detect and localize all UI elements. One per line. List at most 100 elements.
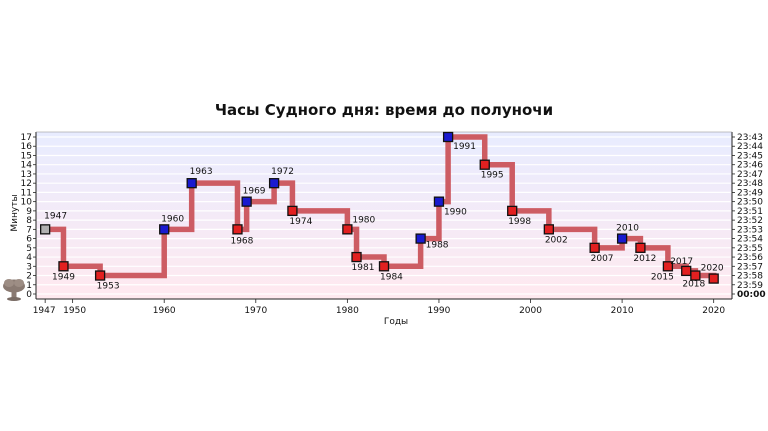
- y-axis-label: Минуты: [10, 194, 20, 231]
- marker-1960: [160, 225, 169, 234]
- right-tick-label: 23:53: [737, 225, 763, 235]
- marker-1968: [233, 225, 242, 234]
- data-label-2018: 2018: [682, 280, 705, 290]
- y-tick-label: 4: [26, 253, 32, 263]
- data-label-1981: 1981: [352, 263, 375, 273]
- x-tick-label: 2010: [611, 306, 634, 316]
- marker-1991: [444, 133, 453, 142]
- right-tick-label: 23:57: [737, 262, 763, 272]
- x-tick-label: 2000: [519, 306, 542, 316]
- data-label-1988: 1988: [426, 241, 449, 251]
- data-label-1968: 1968: [230, 236, 253, 246]
- y-tick-label: 3: [26, 262, 32, 272]
- data-label-1990: 1990: [444, 208, 467, 218]
- marker-1981: [352, 253, 361, 262]
- y-tick-label: 1: [26, 281, 32, 291]
- y-tick-label: 0: [26, 290, 32, 300]
- y-tick-label: 7: [26, 225, 32, 235]
- y-tick-label: 11: [21, 188, 32, 198]
- x-tick-label: 1947: [33, 306, 56, 316]
- y-tick-label: 17: [21, 133, 32, 143]
- y-tick-label: 9: [26, 207, 32, 217]
- marker-1998: [508, 206, 517, 215]
- marker-2020: [709, 274, 718, 283]
- data-label-1960: 1960: [161, 214, 184, 224]
- right-tick-label: 23:58: [737, 272, 763, 282]
- y-tick-label: 8: [26, 216, 32, 226]
- marker-1995: [480, 160, 489, 169]
- x-tick-label: 2020: [702, 306, 725, 316]
- right-tick-label: 23:45: [737, 151, 763, 161]
- data-label-1995: 1995: [481, 171, 504, 181]
- x-axis-ticks: 1947 1950 1960 1970 1980 1990 2000 2010 2020: [33, 299, 726, 316]
- y-tick-label: 13: [21, 170, 32, 180]
- marker-1969: [242, 197, 251, 206]
- right-tick-label: 23:49: [737, 188, 763, 198]
- x-tick-label: 1990: [427, 306, 450, 316]
- data-label-1998: 1998: [508, 217, 531, 227]
- x-tick-label: 1960: [153, 306, 176, 316]
- data-label-2017: 2017: [670, 257, 693, 267]
- y-tick-label: 10: [21, 198, 33, 208]
- data-label-1991: 1991: [453, 142, 476, 152]
- data-label-1969: 1969: [243, 187, 266, 197]
- data-label-2015: 2015: [651, 272, 674, 282]
- marker-2002: [544, 225, 553, 234]
- data-label-1972: 1972: [271, 167, 294, 177]
- y-tick-label: 15: [21, 151, 32, 161]
- right-tick-label: 23:48: [737, 179, 763, 189]
- right-tick-label: 23:59: [737, 281, 763, 291]
- data-label-1949: 1949: [52, 272, 75, 282]
- data-label-1947: 1947: [44, 211, 67, 221]
- data-label-2002: 2002: [545, 235, 568, 245]
- y-tick-label: 12: [21, 179, 32, 189]
- data-label-2007: 2007: [591, 254, 614, 264]
- marker-2012: [636, 243, 645, 252]
- chart-title: Часы Судного дня: время до полуночи: [215, 101, 553, 119]
- right-tick-label: 23:54: [737, 235, 763, 245]
- x-tick-label: 1950: [63, 306, 86, 316]
- marker-1990: [434, 197, 443, 206]
- y-tick-label: 16: [21, 142, 33, 152]
- right-tick-label: 23:46: [737, 161, 763, 171]
- y-tick-label: 5: [26, 244, 32, 254]
- data-label-2012: 2012: [633, 254, 656, 264]
- marker-1980: [343, 225, 352, 234]
- y-tick-label: 14: [21, 161, 33, 171]
- marker-1974: [288, 206, 297, 215]
- data-label-1984: 1984: [380, 272, 403, 282]
- marker-1947: [41, 225, 50, 234]
- mushroom-cloud-icon: [3, 279, 25, 301]
- right-tick-label: 00:00: [737, 290, 766, 300]
- marker-2017: [682, 266, 691, 275]
- right-axis-ticks: 00:0023:5923:5823:5723:5623:5523:5423:53…: [732, 133, 766, 300]
- y-tick-label: 6: [26, 235, 32, 245]
- right-tick-label: 23:47: [737, 170, 763, 180]
- x-axis-label: Годы: [384, 317, 408, 327]
- data-label-2010: 2010: [616, 224, 639, 234]
- x-tick-label: 1970: [244, 306, 267, 316]
- data-label-1974: 1974: [289, 217, 312, 227]
- marker-1963: [187, 179, 196, 188]
- marker-1988: [416, 234, 425, 243]
- data-label-1963: 1963: [190, 167, 213, 177]
- data-label-1953: 1953: [97, 282, 120, 292]
- right-tick-label: 23:51: [737, 207, 763, 217]
- right-tick-label: 23:55: [737, 244, 763, 254]
- marker-2010: [618, 234, 627, 243]
- right-tick-label: 23:52: [737, 216, 763, 226]
- marker-1984: [380, 262, 389, 271]
- marker-1949: [59, 262, 68, 271]
- marker-2007: [590, 243, 599, 252]
- y-tick-label: 2: [26, 272, 32, 282]
- right-tick-label: 23:44: [737, 142, 763, 152]
- right-tick-label: 23:50: [737, 198, 763, 208]
- data-label-1980: 1980: [352, 215, 375, 225]
- marker-1972: [270, 179, 279, 188]
- right-tick-label: 23:43: [737, 133, 763, 143]
- marker-1953: [96, 271, 105, 280]
- x-tick-label: 1980: [336, 306, 359, 316]
- data-label-2020: 2020: [701, 264, 724, 274]
